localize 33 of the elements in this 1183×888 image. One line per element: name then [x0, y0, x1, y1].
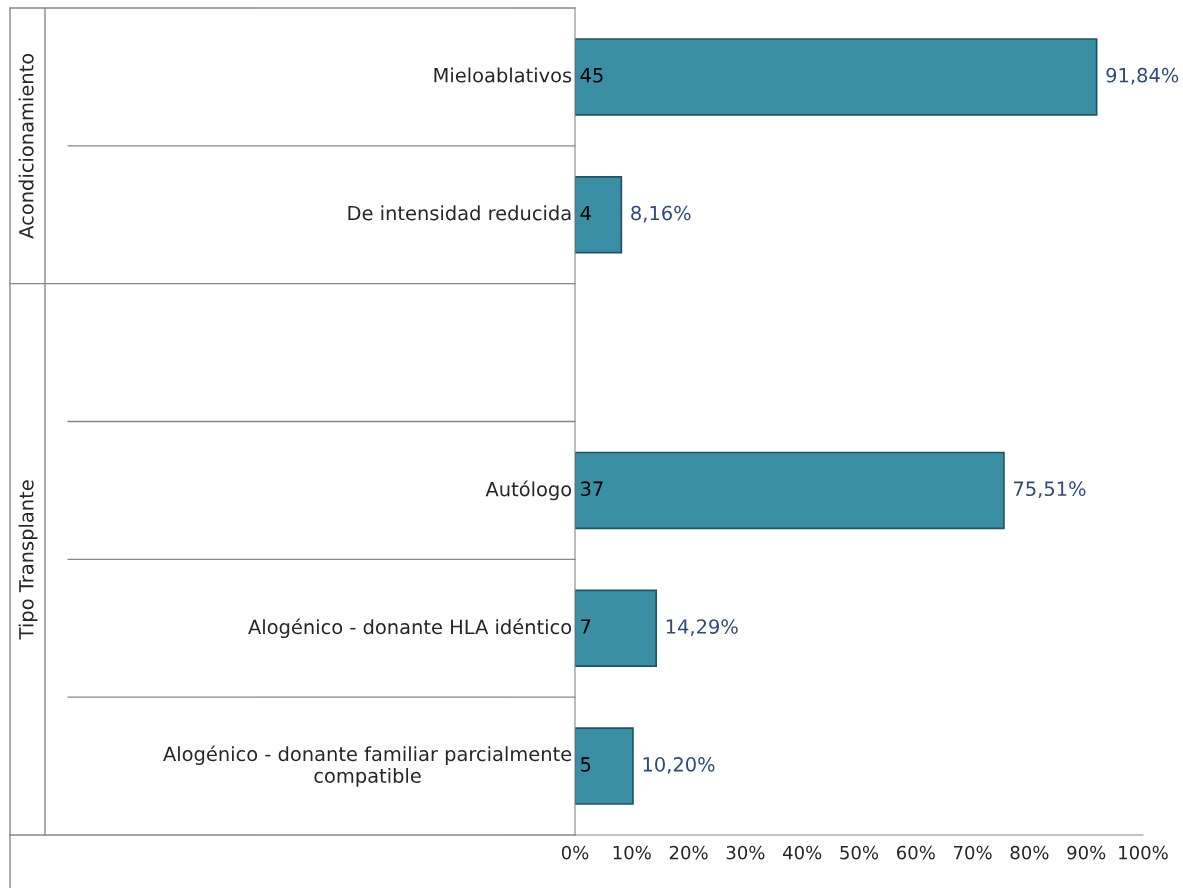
x-tick-label: 60%	[897, 845, 935, 860]
bar	[575, 176, 623, 254]
text: Acondicionamiento	[18, 53, 34, 239]
annotation: 7	[581, 619, 591, 634]
annotation: 5	[581, 757, 591, 772]
y-tick-label: De intensidad reducida	[348, 205, 571, 221]
text: Tipo Transplante	[18, 480, 38, 640]
x-tick-label: 50%	[840, 845, 879, 860]
annotation: 4	[580, 205, 591, 221]
data-label: 8,16%	[631, 205, 691, 223]
x-tick-label: 30%	[726, 845, 765, 860]
x-tick-label: 100%	[1119, 845, 1168, 860]
annotation: 37	[581, 481, 603, 497]
x-tick-label: 90%	[1067, 845, 1106, 860]
x-tick-label: 40%	[783, 845, 822, 860]
data-label: 10,20%	[643, 757, 715, 774]
y-tick-label: Mieloablativos	[434, 67, 572, 83]
data-label: 91,84%	[1106, 67, 1179, 85]
x-tick-label: 70%	[954, 845, 992, 860]
y-tick-label: Alogénico - donante HLA idéntico	[248, 618, 572, 639]
bar	[575, 727, 634, 805]
x-tick-label: 0%	[561, 845, 589, 860]
bar	[575, 589, 658, 667]
data-label: 75,51%	[1014, 481, 1086, 499]
x-tick-label: 10%	[613, 845, 651, 860]
x-tick-label: 80%	[1010, 845, 1049, 860]
y-tick-label: Autólogo	[485, 480, 572, 501]
bar	[575, 38, 1098, 116]
y-tick-label: Alogénico - donante familiar parcialmente compatible	[163, 745, 572, 787]
x-tick-label: 20%	[669, 845, 708, 860]
bar	[575, 451, 1005, 530]
data-label: 14,29%	[666, 619, 738, 636]
annotation: 45	[580, 68, 603, 83]
